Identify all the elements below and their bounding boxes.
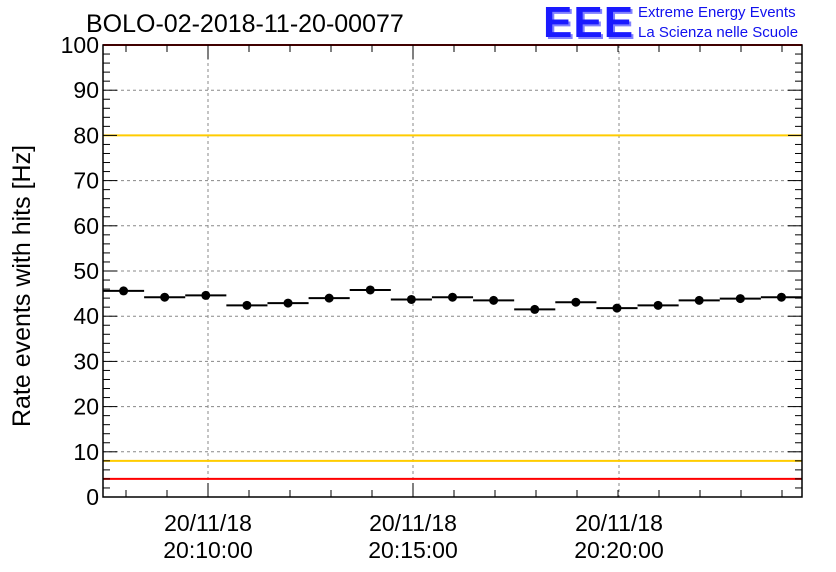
y-tick-label: 90: [73, 77, 99, 103]
y-tick-label: 30: [73, 348, 99, 374]
y-axis-label: Rate events with hits [Hz]: [8, 145, 36, 427]
eee-logo-text: Extreme Energy Events La Scienza nelle S…: [638, 3, 798, 43]
data-point: [119, 286, 129, 296]
data-point: [242, 300, 252, 310]
data-point: [448, 292, 457, 302]
data-point: [489, 295, 499, 305]
y-tick-label: 100: [61, 32, 99, 58]
data-point: [324, 293, 334, 303]
y-tick-label: 10: [73, 439, 99, 465]
y-tick-label: 0: [86, 484, 99, 510]
y-tick-label: 40: [73, 303, 99, 329]
data-point: [283, 298, 293, 308]
eee-logo-line2: La Scienza nelle Scuole: [638, 24, 799, 41]
data-point: [653, 300, 663, 310]
y-tick-label: 50: [73, 258, 99, 284]
data-point: [201, 290, 211, 300]
data-point: [776, 292, 786, 302]
x-tick-label-date: 20/11/18: [369, 510, 457, 536]
x-tick-label-date: 20/11/18: [164, 510, 252, 536]
x-tick-label-time: 20:10:00: [163, 537, 253, 563]
data-point: [365, 285, 375, 295]
y-tick-label: 20: [73, 394, 99, 420]
y-tick-label: 60: [73, 213, 99, 239]
data-point: [612, 303, 622, 313]
data-point: [571, 297, 581, 307]
y-tick-label: 70: [73, 168, 99, 194]
data-point: [530, 304, 540, 314]
x-tick-label-time: 20:15:00: [368, 537, 458, 563]
data-point: [735, 294, 745, 304]
x-tick-label-date: 20/11/18: [575, 510, 663, 536]
data-point: [694, 295, 704, 305]
data-point: [406, 294, 416, 304]
eee-logo: EEE: [543, 0, 635, 47]
x-tick-label-time: 20:20:00: [574, 537, 664, 563]
chart-title: BOLO-02-2018-11-20-00077: [86, 10, 404, 38]
data-point: [160, 292, 170, 302]
eee-logo-line1: Extreme Energy Events: [638, 4, 796, 21]
y-tick-label: 80: [73, 122, 99, 148]
